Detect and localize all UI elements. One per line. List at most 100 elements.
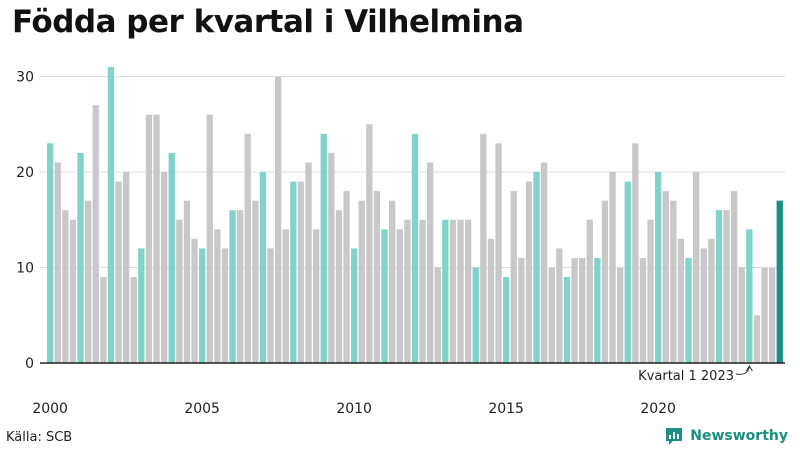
bar <box>130 277 137 363</box>
annotation-label: Kvartal 1 2023 <box>638 369 734 384</box>
bar <box>449 219 457 363</box>
bar <box>647 219 654 363</box>
bar <box>199 248 206 363</box>
bar <box>495 143 502 363</box>
bar <box>510 191 517 363</box>
bar <box>761 267 768 363</box>
bar <box>609 172 616 363</box>
bar <box>77 152 84 363</box>
annotation-arrow <box>735 365 750 375</box>
bar <box>389 200 396 363</box>
bar <box>594 257 601 363</box>
bar <box>427 162 434 363</box>
bar-chart-logo-icon <box>666 428 683 445</box>
bar <box>191 238 198 363</box>
bar <box>396 229 403 363</box>
y-tick-label: 30 <box>16 70 34 86</box>
x-tick-label: 2005 <box>184 401 220 417</box>
bar <box>335 210 343 363</box>
source-label: Källa: SCB <box>6 430 73 445</box>
bar <box>677 238 685 363</box>
bar <box>343 191 350 363</box>
bar <box>715 210 723 363</box>
bar <box>85 200 92 363</box>
bar <box>624 181 631 363</box>
x-tick-label: 2020 <box>640 401 676 417</box>
x-tick-label: 2015 <box>488 401 524 417</box>
bar <box>381 229 388 363</box>
bar <box>556 248 563 363</box>
bar <box>259 172 267 363</box>
bar <box>731 191 738 363</box>
bar <box>411 133 419 363</box>
bar <box>54 162 61 363</box>
bar <box>541 162 548 363</box>
bar <box>503 277 510 363</box>
bar <box>47 143 54 363</box>
bar <box>662 191 669 363</box>
axes: 0 10 20 30 2000 2005 2010 2015 2020 <box>16 70 785 417</box>
x-tick-label: 2000 <box>32 401 68 417</box>
bar <box>586 219 593 363</box>
bar <box>434 267 441 363</box>
bar <box>237 210 244 363</box>
bar <box>328 152 335 363</box>
bar <box>769 267 776 363</box>
bar <box>244 133 251 363</box>
bar <box>563 277 571 363</box>
bar <box>366 124 373 363</box>
bar <box>465 219 472 363</box>
bar <box>206 114 213 363</box>
bar <box>358 200 365 363</box>
bar <box>313 229 320 363</box>
bar <box>480 133 487 363</box>
bar <box>723 210 730 363</box>
bar <box>320 133 327 363</box>
bar <box>617 267 624 363</box>
bar <box>655 172 662 363</box>
bar <box>221 248 229 363</box>
x-tick-label: 2010 <box>336 401 372 417</box>
bar <box>472 267 479 363</box>
bar <box>62 210 69 363</box>
bar <box>579 257 586 363</box>
bar <box>107 66 115 363</box>
bar <box>214 229 221 363</box>
bar <box>69 219 77 363</box>
annotation: Kvartal 1 2023 <box>638 365 753 384</box>
bar <box>115 181 122 363</box>
bar <box>252 200 259 363</box>
bar <box>693 172 700 363</box>
bar <box>601 200 609 363</box>
bar <box>776 200 783 363</box>
bar <box>632 143 639 363</box>
bar <box>100 277 107 363</box>
bar <box>533 172 540 363</box>
bar <box>92 105 99 364</box>
bar <box>373 191 381 363</box>
y-tick-label: 20 <box>16 165 34 181</box>
bar <box>738 267 745 363</box>
bar <box>442 219 449 363</box>
bar <box>229 210 236 363</box>
bar <box>419 219 426 363</box>
bar <box>290 181 297 363</box>
bar <box>275 76 282 363</box>
bar <box>267 248 274 363</box>
bar <box>685 257 692 363</box>
brand-name: Newsworthy <box>690 428 788 444</box>
bar <box>700 248 707 363</box>
y-tick-label: 10 <box>16 261 34 277</box>
bar <box>297 181 305 363</box>
bar <box>753 315 761 363</box>
bar <box>518 257 525 363</box>
bar <box>145 114 153 363</box>
bar <box>161 172 168 363</box>
bar <box>351 248 358 363</box>
bar <box>305 162 312 363</box>
bars <box>47 66 783 364</box>
bar <box>525 181 533 363</box>
y-tick-label: 0 <box>25 356 34 372</box>
brand: Newsworthy <box>664 425 788 447</box>
